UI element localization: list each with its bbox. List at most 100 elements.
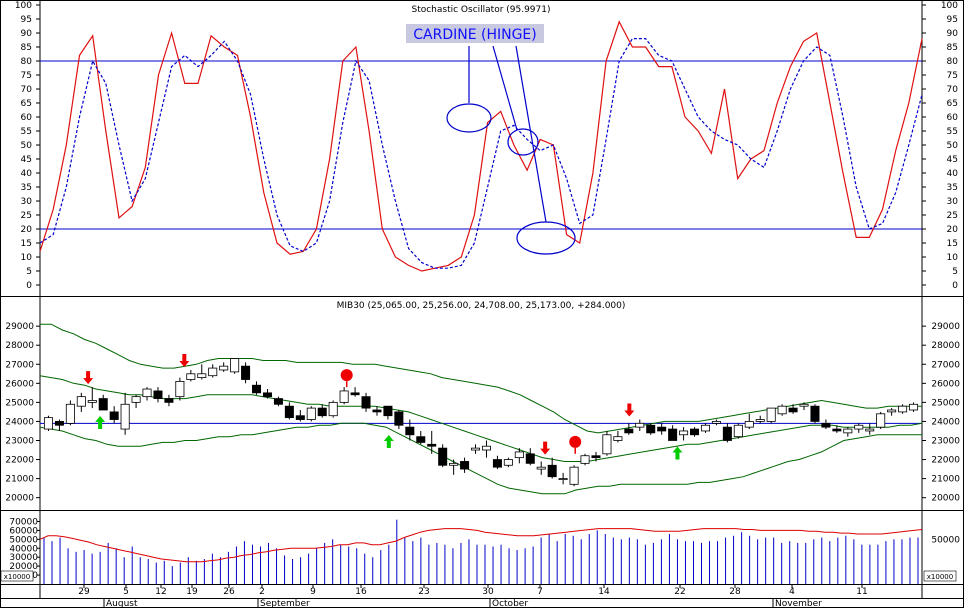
candle-body: [295, 415, 305, 420]
candle-body: [328, 401, 338, 417]
y-tick-label: 40000: [9, 544, 38, 554]
x-tick-label: 22: [674, 587, 685, 597]
sell-arrow-icon: [83, 371, 94, 385]
buy-arrow-icon: [95, 416, 106, 429]
y-tick-label: 24000: [931, 417, 960, 427]
y-tick-label: 5: [952, 267, 958, 277]
sell-arrow-icon: [179, 353, 190, 367]
candle-body: [613, 436, 623, 441]
candle-body: [164, 398, 174, 403]
sell-arrow-icon: [540, 441, 551, 455]
y-tick-label: 45: [947, 155, 958, 165]
y-tick-label: 90: [947, 29, 959, 39]
annotation-pointer: [515, 45, 547, 223]
candle-body: [690, 428, 700, 436]
y-tick-label: 24000: [5, 417, 34, 427]
candle-body: [624, 428, 634, 434]
x-tick-label: 9: [310, 587, 316, 597]
x-tick-label: 26: [223, 587, 235, 597]
x-tick-label: 28: [729, 587, 741, 597]
month-label: November: [775, 599, 822, 608]
candle-body: [153, 390, 163, 399]
y-tick-label: 75: [947, 71, 958, 81]
candle-body: [777, 405, 787, 415]
y-tick-label: 40: [21, 169, 33, 179]
candle-body: [810, 405, 820, 422]
stop-sign-icon: [569, 435, 582, 448]
y-tick-label: 65: [21, 99, 32, 109]
y-tick-label: 27000: [5, 360, 34, 370]
x-tick-label: 5: [123, 587, 129, 597]
y-tick-label: 100: [941, 1, 958, 11]
candle-body: [230, 358, 240, 373]
candle-body: [821, 422, 831, 428]
candle-body: [733, 424, 743, 438]
candle-body: [635, 422, 645, 428]
candle-body: [43, 417, 53, 430]
candle-body: [284, 405, 294, 419]
candle-body: [350, 392, 360, 396]
y-tick-label: 30: [947, 197, 959, 207]
candle-body: [372, 409, 382, 413]
x-tick-label: 29: [78, 587, 90, 597]
stochastic-k-line: [39, 20, 923, 272]
candle-body: [887, 409, 897, 413]
y-tick-label: 30000: [9, 553, 38, 563]
candle-body: [54, 421, 64, 426]
candle-body: [361, 396, 371, 409]
stochastic-d-line: [39, 37, 923, 269]
y-tick-label: 20000: [931, 494, 960, 504]
candle-body: [679, 430, 689, 436]
y-tick-label: 15: [21, 239, 32, 249]
candle-body: [471, 447, 481, 451]
y-tick-label: 10: [21, 253, 33, 263]
month-label: October: [492, 599, 528, 608]
unit-box: [0, 570, 34, 582]
annotation-box: [406, 24, 544, 43]
candle-body: [449, 462, 459, 466]
y-tick-label: 50: [21, 141, 33, 151]
candle-body: [744, 421, 754, 428]
y-tick-label: 28000: [931, 341, 960, 351]
y-tick-label: 25: [947, 211, 958, 221]
candle-body: [909, 403, 919, 411]
candle-body: [394, 411, 404, 426]
y-tick-label: 5: [26, 267, 32, 277]
candle-body: [898, 405, 908, 413]
y-tick-label: 23000: [5, 436, 34, 446]
candle-body: [525, 453, 535, 464]
candle-body: [514, 451, 524, 459]
y-tick-label: 25000: [931, 398, 960, 408]
sell-arrow-icon: [624, 403, 635, 417]
y-tick-label: 29000: [5, 322, 34, 332]
y-tick-label: 15: [947, 239, 958, 249]
buy-arrow-icon: [672, 446, 683, 460]
candle-body: [788, 407, 798, 413]
y-tick-label: 23000: [931, 436, 960, 446]
y-tick-label: 25: [21, 211, 32, 221]
x-tick-label: 23: [418, 587, 429, 597]
y-tick-label: 85: [21, 43, 32, 53]
stop-sign-icon: [340, 369, 353, 382]
x-tick-label: 12: [155, 587, 166, 597]
candle-body: [120, 403, 130, 430]
x-tick-label: 14: [598, 587, 610, 597]
y-tick-label: 70: [21, 85, 33, 95]
y-tick-label: 20: [947, 225, 959, 235]
y-tick-label: 90: [21, 29, 33, 39]
candle-body: [657, 426, 667, 432]
y-tick-label: 80: [947, 57, 959, 67]
candle-body: [383, 405, 393, 417]
month-label: August: [106, 599, 138, 608]
candle-body: [580, 455, 590, 464]
y-tick-label: 21000: [5, 475, 34, 485]
y-tick-label: 26000: [931, 379, 960, 389]
candle-body: [175, 381, 185, 398]
y-tick-label: 26000: [5, 379, 34, 389]
candle-body: [460, 461, 470, 470]
